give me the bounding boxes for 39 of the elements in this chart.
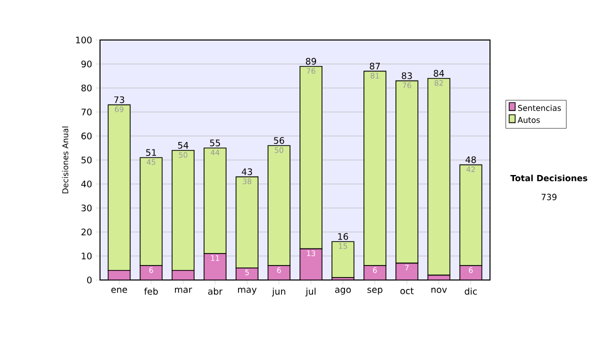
x-tick-label: sep [367,288,382,295]
total-label: 56 [274,137,284,144]
total-label: 89 [306,58,316,65]
y-tick-label: 50 [82,156,92,164]
total-label: 84 [434,70,444,77]
total-label: 54 [178,142,188,149]
bar [300,248,322,280]
x-tick-label: may [238,288,257,295]
y-tick-label: 20 [81,228,92,236]
total-label: 51 [146,149,156,156]
total-label: 73 [114,96,124,104]
y-tick-label: 0 [87,276,92,284]
text: Total Decisiones [510,174,588,182]
y-tick-label: 60 [81,132,92,140]
x-tick-label: nov [431,288,447,293]
total-label: 16 [338,233,348,240]
x-tick-label: ago [335,288,351,295]
x-tick-label: jul [306,288,316,296]
x-tick-label: feb [144,288,158,295]
total-label: 43 [242,168,252,176]
y-tick-label: 40 [81,180,92,188]
total-label: 55 [210,140,220,146]
text: 739 [542,194,556,200]
y-tick-label: 100 [76,36,92,44]
x-tick-label: ene [111,288,128,293]
y-tick-label: 70 [82,108,92,116]
y-tick-label: 90 [81,60,92,68]
total-label: 83 [402,72,412,80]
y-tick-label: 80 [81,84,92,92]
total-label: 87 [370,62,380,70]
y-tick-label: 10 [82,252,92,260]
x-tick-label: oct [400,288,414,294]
x-tick-label: dic [464,288,477,295]
x-tick-label: abr [208,288,223,295]
total-label: 48 [466,156,476,164]
x-tick-label: jun [272,288,286,296]
x-tick-label: mar [174,288,192,293]
y-tick-label: 30 [82,204,92,212]
bar [204,254,226,280]
